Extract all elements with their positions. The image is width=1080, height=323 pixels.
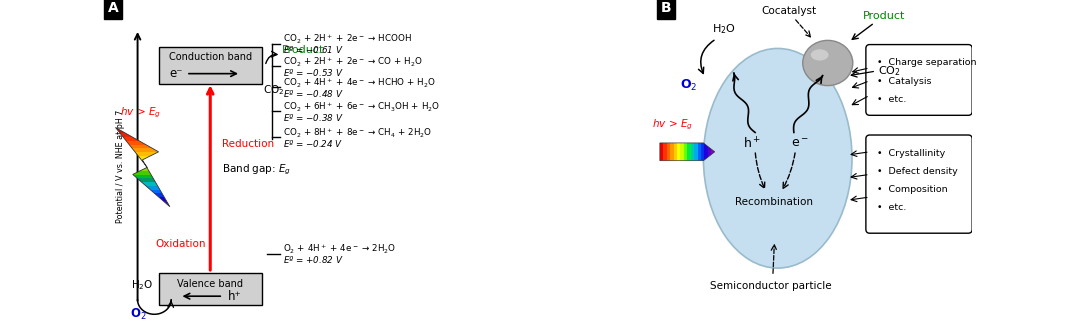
Text: •  Charge separation: • Charge separation (877, 58, 976, 68)
Text: Recombination: Recombination (734, 197, 813, 207)
PathPatch shape (116, 128, 170, 207)
Text: H$_2$O: H$_2$O (131, 278, 153, 292)
PathPatch shape (116, 128, 170, 207)
Text: •  etc.: • etc. (877, 95, 906, 104)
Text: CO$_2$ + 6H$^+$ + 6e$^-$ → CH$_3$OH + H$_2$O: CO$_2$ + 6H$^+$ + 6e$^-$ → CH$_3$OH + H$… (283, 101, 441, 114)
PathPatch shape (660, 143, 715, 161)
PathPatch shape (116, 128, 170, 207)
PathPatch shape (660, 143, 715, 161)
Text: Reduction: Reduction (221, 139, 273, 149)
Text: $hv$ > $E_g$: $hv$ > $E_g$ (652, 117, 693, 131)
Text: CO$_2$ + 4H$^+$ + 4e$^-$ → HCHO + H$_2$O: CO$_2$ + 4H$^+$ + 4e$^-$ → HCHO + H$_2$O (283, 77, 436, 89)
PathPatch shape (116, 128, 170, 207)
PathPatch shape (116, 128, 170, 207)
PathPatch shape (116, 128, 170, 207)
PathPatch shape (116, 128, 170, 207)
Text: Product: Product (863, 11, 905, 21)
PathPatch shape (116, 128, 170, 207)
Text: H$_2$O: H$_2$O (713, 22, 737, 36)
PathPatch shape (660, 143, 715, 161)
Text: $E$º = −0.53 V: $E$º = −0.53 V (283, 67, 343, 78)
Text: •  Crystallinity: • Crystallinity (877, 149, 945, 158)
Text: CO$_2$ + 8H$^+$ + 8e$^-$ → CH$_4$ + 2H$_2$O: CO$_2$ + 8H$^+$ + 8e$^-$ → CH$_4$ + 2H$_… (283, 127, 432, 140)
PathPatch shape (660, 143, 715, 161)
Text: CO$_2$ + 2H$^+$ + 2e$^-$ → HCOOH: CO$_2$ + 2H$^+$ + 2e$^-$ → HCOOH (283, 33, 411, 46)
PathPatch shape (660, 143, 715, 161)
Text: $E$º = −0.61 V: $E$º = −0.61 V (283, 44, 343, 55)
PathPatch shape (116, 128, 170, 207)
FancyBboxPatch shape (159, 273, 262, 305)
PathPatch shape (660, 143, 715, 161)
Ellipse shape (811, 49, 828, 60)
Text: h⁺: h⁺ (228, 290, 241, 303)
Ellipse shape (802, 40, 853, 86)
Text: Oxidation: Oxidation (156, 239, 206, 249)
Text: •  Defect density: • Defect density (877, 167, 958, 176)
Text: Semiconductor particle: Semiconductor particle (711, 281, 832, 291)
PathPatch shape (116, 128, 170, 207)
Text: $hv$ > $E_g$: $hv$ > $E_g$ (120, 106, 161, 120)
PathPatch shape (660, 143, 715, 161)
FancyBboxPatch shape (866, 45, 972, 115)
PathPatch shape (660, 143, 715, 161)
Text: $E$º = −0.38 V: $E$º = −0.38 V (283, 112, 343, 123)
Text: Band gap: $E_g$: Band gap: $E_g$ (221, 162, 291, 177)
PathPatch shape (116, 128, 170, 207)
PathPatch shape (116, 128, 170, 207)
PathPatch shape (660, 143, 715, 161)
PathPatch shape (116, 128, 170, 207)
Ellipse shape (703, 48, 852, 268)
FancyBboxPatch shape (159, 47, 262, 84)
PathPatch shape (116, 128, 170, 207)
PathPatch shape (116, 128, 170, 207)
Text: O$_2$ + 4H$^+$ + 4e$^-$ → 2H$_2$O: O$_2$ + 4H$^+$ + 4e$^-$ → 2H$_2$O (283, 243, 396, 256)
PathPatch shape (116, 128, 170, 207)
PathPatch shape (660, 143, 715, 161)
Text: e⁻: e⁻ (170, 67, 184, 80)
Text: •  etc.: • etc. (877, 203, 906, 212)
Text: B: B (661, 1, 672, 15)
Text: Cocatalyst: Cocatalyst (761, 6, 816, 16)
PathPatch shape (660, 143, 715, 161)
Text: CO$_2$ + 2H$^+$ + 2e$^-$ → CO + H$_2$O: CO$_2$ + 2H$^+$ + 2e$^-$ → CO + H$_2$O (283, 56, 422, 68)
Text: Potential / V vs. NHE at pH 7: Potential / V vs. NHE at pH 7 (117, 109, 125, 223)
Text: $E$º = −0.24 V: $E$º = −0.24 V (283, 138, 343, 149)
PathPatch shape (116, 128, 170, 207)
PathPatch shape (116, 128, 170, 207)
Text: e$^-$: e$^-$ (792, 137, 809, 150)
Text: h$^+$: h$^+$ (743, 136, 761, 151)
PathPatch shape (660, 143, 715, 161)
Text: Product: Product (282, 45, 325, 55)
PathPatch shape (116, 128, 170, 207)
Text: •  Composition: • Composition (877, 185, 947, 194)
PathPatch shape (660, 143, 715, 161)
FancyBboxPatch shape (866, 135, 972, 233)
Text: A: A (108, 1, 119, 15)
Text: $E$º = +0.82 V: $E$º = +0.82 V (283, 254, 343, 265)
Text: O$_2$: O$_2$ (680, 78, 698, 93)
PathPatch shape (116, 128, 170, 207)
Text: $E$º = −0.48 V: $E$º = −0.48 V (283, 88, 343, 99)
PathPatch shape (660, 143, 715, 161)
Text: Conduction band: Conduction band (168, 53, 252, 62)
Text: O$_2$: O$_2$ (130, 307, 147, 322)
Text: CO$_2$: CO$_2$ (878, 64, 901, 78)
PathPatch shape (116, 128, 170, 207)
PathPatch shape (116, 128, 170, 207)
Text: •  Catalysis: • Catalysis (877, 77, 931, 86)
Text: Valence band: Valence band (177, 279, 243, 289)
PathPatch shape (660, 143, 715, 161)
Text: CO$_2$: CO$_2$ (262, 84, 284, 97)
PathPatch shape (660, 143, 715, 161)
